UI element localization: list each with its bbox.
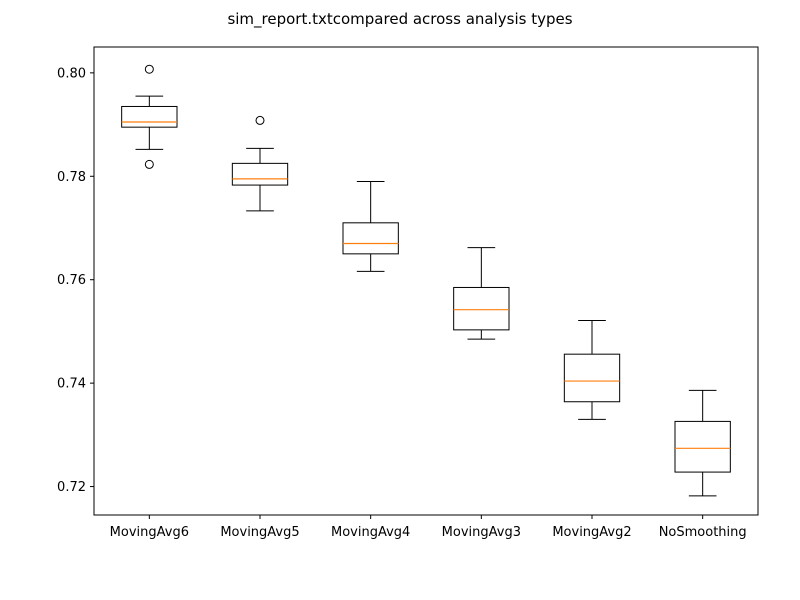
x-tick-label: MovingAvg2 bbox=[552, 525, 631, 540]
box-movingavg3 bbox=[453, 247, 510, 340]
x-tick-label: MovingAvg5 bbox=[220, 525, 299, 540]
box-movingavg6 bbox=[121, 64, 178, 169]
box-movingavg4 bbox=[342, 180, 399, 272]
x-tick-label: MovingAvg4 bbox=[331, 525, 410, 540]
y-tick-label: 0.76 bbox=[57, 273, 86, 288]
x-axis: MovingAvg6 MovingAvg5 MovingAvg4 MovingAvg3… bbox=[110, 515, 747, 540]
y-tick-label: 0.72 bbox=[57, 480, 86, 495]
outlier-point bbox=[144, 64, 154, 74]
outlier-point bbox=[255, 115, 265, 125]
x-tick-label: NoSmoothing bbox=[659, 525, 747, 540]
y-tick-label: 0.80 bbox=[57, 66, 86, 81]
interquartile-box bbox=[563, 353, 621, 403]
x-tick-label: MovingAvg3 bbox=[442, 525, 521, 540]
interquartile-box bbox=[674, 420, 731, 473]
interquartile-box bbox=[231, 162, 289, 186]
plot-area-frame bbox=[93, 46, 759, 516]
box-series bbox=[121, 64, 731, 497]
interquartile-box bbox=[453, 286, 510, 331]
y-tick-label: 0.78 bbox=[57, 170, 86, 185]
x-tick-label: MovingAvg6 bbox=[110, 525, 189, 540]
chart-title: sim_report.txtcompared across analysis t… bbox=[227, 10, 572, 29]
outlier-point bbox=[144, 159, 154, 169]
interquartile-box bbox=[342, 222, 399, 255]
box-nosmoothing bbox=[674, 389, 731, 497]
y-tick-label: 0.74 bbox=[57, 377, 86, 392]
y-axis: 0.72 0.74 0.76 0.78 0.80 bbox=[57, 66, 94, 495]
interquartile-box bbox=[121, 105, 178, 128]
box-movingavg5 bbox=[231, 115, 289, 212]
box-movingavg2 bbox=[563, 320, 621, 420]
